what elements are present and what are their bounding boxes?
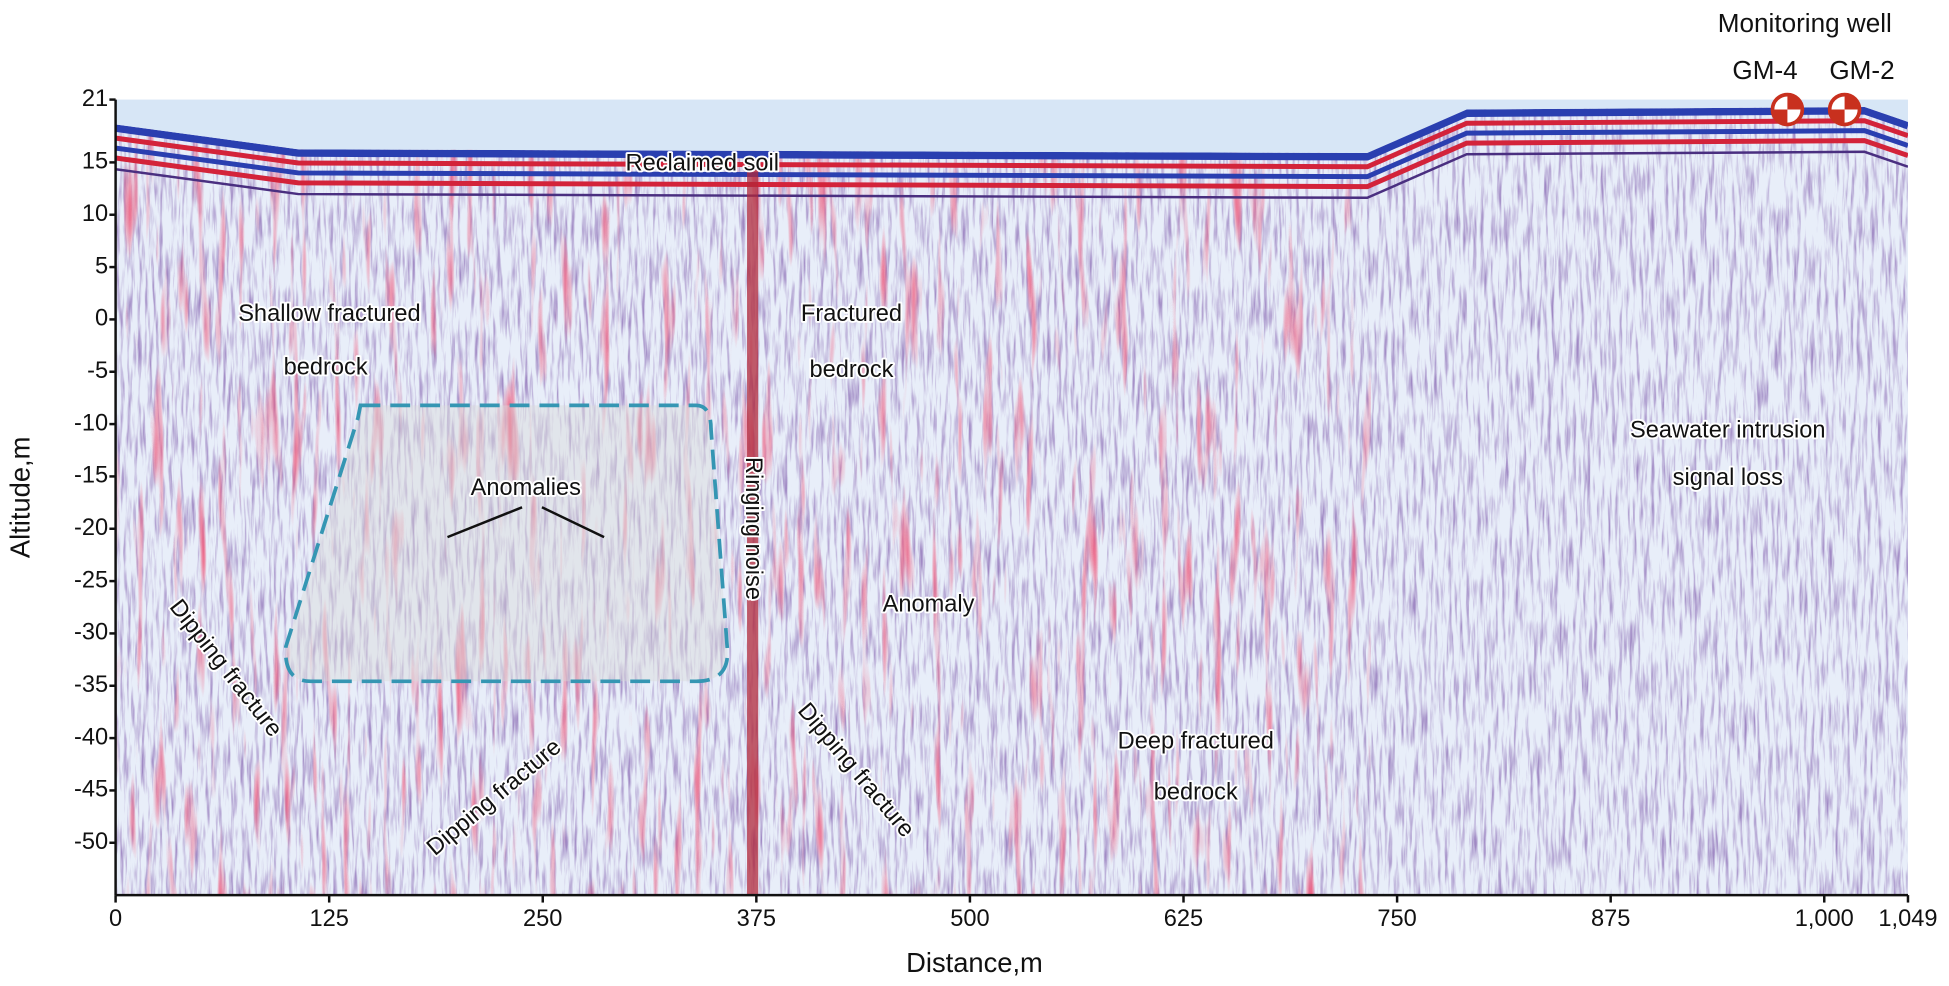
anomaly-zone xyxy=(283,403,730,684)
y-tick-label: -15 xyxy=(74,463,108,489)
x-tick-label: 750 xyxy=(1377,906,1416,932)
x-tick-label: 375 xyxy=(737,906,776,932)
y-tick-label: -45 xyxy=(74,777,108,803)
x-axis-label: Distance,m xyxy=(906,947,1043,978)
well-label: GM-4 xyxy=(1732,55,1797,85)
y-tick-label: -25 xyxy=(74,567,108,593)
y-tick-label: -50 xyxy=(74,829,108,855)
y-tick-label: -30 xyxy=(74,620,108,646)
y-axis-label: Altitude,m xyxy=(5,437,36,559)
well-label: GM-2 xyxy=(1829,55,1894,85)
x-tick-label: 125 xyxy=(309,906,348,932)
annotation: Fractured xyxy=(801,301,902,327)
annotation: Anomaly xyxy=(883,592,975,618)
x-tick-label: 0 xyxy=(109,906,122,932)
well-icon xyxy=(1770,92,1805,127)
annotation: Reclaimed soil xyxy=(626,150,780,176)
ringing-noise-band xyxy=(747,161,759,896)
y-tick-label: 21 xyxy=(82,86,108,112)
annotation: Seawater intrusion xyxy=(1630,418,1826,444)
y-tick-label: -10 xyxy=(74,410,108,436)
x-tick-label: 1,049 xyxy=(1878,906,1937,932)
radar-fractures xyxy=(115,107,1372,896)
band xyxy=(115,138,1908,190)
annotation: bedrock xyxy=(284,354,368,380)
y-tick-label: -35 xyxy=(74,672,108,698)
y-tick-label: 0 xyxy=(95,306,108,332)
y-tick-label: 10 xyxy=(82,201,108,227)
annotation: Deep fractured xyxy=(1118,728,1274,754)
band xyxy=(115,107,1908,161)
annotation: Ringing noise xyxy=(740,457,766,600)
y-tick-label: -40 xyxy=(74,724,108,750)
radar-image xyxy=(115,107,1908,896)
y-tick-label: -20 xyxy=(74,515,108,541)
annotation: Shallow fractured xyxy=(238,301,420,327)
band xyxy=(115,128,1908,180)
surface-bands xyxy=(115,107,1908,200)
annotation: bedrock xyxy=(809,357,893,383)
well-quarters xyxy=(1829,94,1860,125)
annotation: signal loss xyxy=(1673,465,1783,491)
band xyxy=(115,118,1908,170)
well-icons xyxy=(1770,92,1862,127)
x-tick-label: 500 xyxy=(950,906,989,932)
x-tick-label: 625 xyxy=(1164,906,1203,932)
wells-title: Monitoring well xyxy=(1718,8,1892,38)
well-icon xyxy=(1827,92,1862,127)
leader-lines xyxy=(447,506,605,539)
x-tick-label: 250 xyxy=(523,906,562,932)
x-tick-label: 1,000 xyxy=(1795,906,1854,932)
y-tick-label: 5 xyxy=(95,253,108,279)
y-tick-label: 15 xyxy=(82,149,108,175)
x-tick-label: 875 xyxy=(1591,906,1630,932)
annotation: Anomalies xyxy=(471,475,581,501)
well-quarters xyxy=(1772,94,1803,125)
band xyxy=(115,150,1908,200)
annotation: bedrock xyxy=(1154,779,1238,805)
y-tick-label: -5 xyxy=(87,358,108,384)
